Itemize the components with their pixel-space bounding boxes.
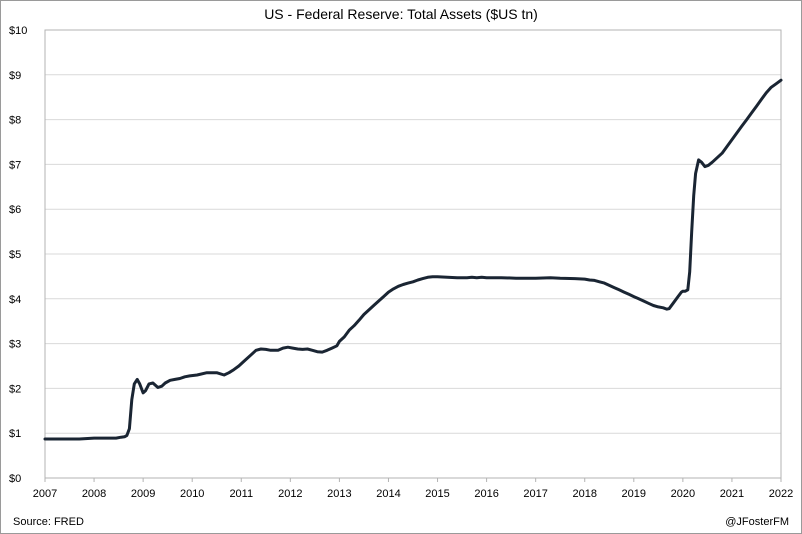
x-tick-label: 2015 [425,488,449,500]
x-tick-label: 2014 [376,488,400,500]
x-tick-label: 2013 [327,488,351,500]
source-note: Source: FRED [13,516,84,528]
y-tick-label: $10 [9,25,27,37]
x-tick-label: 2007 [33,488,57,500]
x-tick-label: 2019 [622,488,646,500]
x-tick-label: 2008 [82,488,106,500]
chart-title: US - Federal Reserve: Total Assets ($US … [264,6,538,22]
y-tick-label: $6 [9,204,21,216]
x-tick-label: 2016 [474,488,498,500]
plot-area [44,29,782,479]
series-line-total-assets [43,78,783,441]
x-axis-ticks: 2007 2008 2009 2010 2011 2012 2013 2014 2015 2016… [33,478,793,500]
y-tick-label: $9 [9,70,21,82]
y-tick-label: $0 [9,473,21,485]
x-tick-label: 2011 [229,488,253,500]
y-tick-label: $3 [9,339,21,351]
x-tick-label: 2020 [671,488,695,500]
x-tick-label: 2018 [572,488,596,500]
y-tick-label: $8 [9,115,21,127]
credit-note: @JFosterFM [725,516,789,528]
x-tick-label: 2009 [131,488,155,500]
x-tick-label: 2012 [278,488,302,500]
gridlines [45,29,781,479]
y-tick-label: $2 [9,383,21,395]
y-tick-label: $7 [9,159,21,171]
y-tick-label: $1 [9,428,21,440]
y-tick-label: $5 [9,249,21,261]
x-tick-label: 2022 [769,488,793,500]
y-axis-ticks: $0 $1 $2 $3 $4 $5 $6 $7 $8 $9 $10 [9,25,27,485]
x-tick-label: 2010 [180,488,204,500]
x-tick-label: 2017 [523,488,547,500]
x-tick-label: 2021 [720,488,744,500]
y-tick-label: $4 [9,294,21,306]
